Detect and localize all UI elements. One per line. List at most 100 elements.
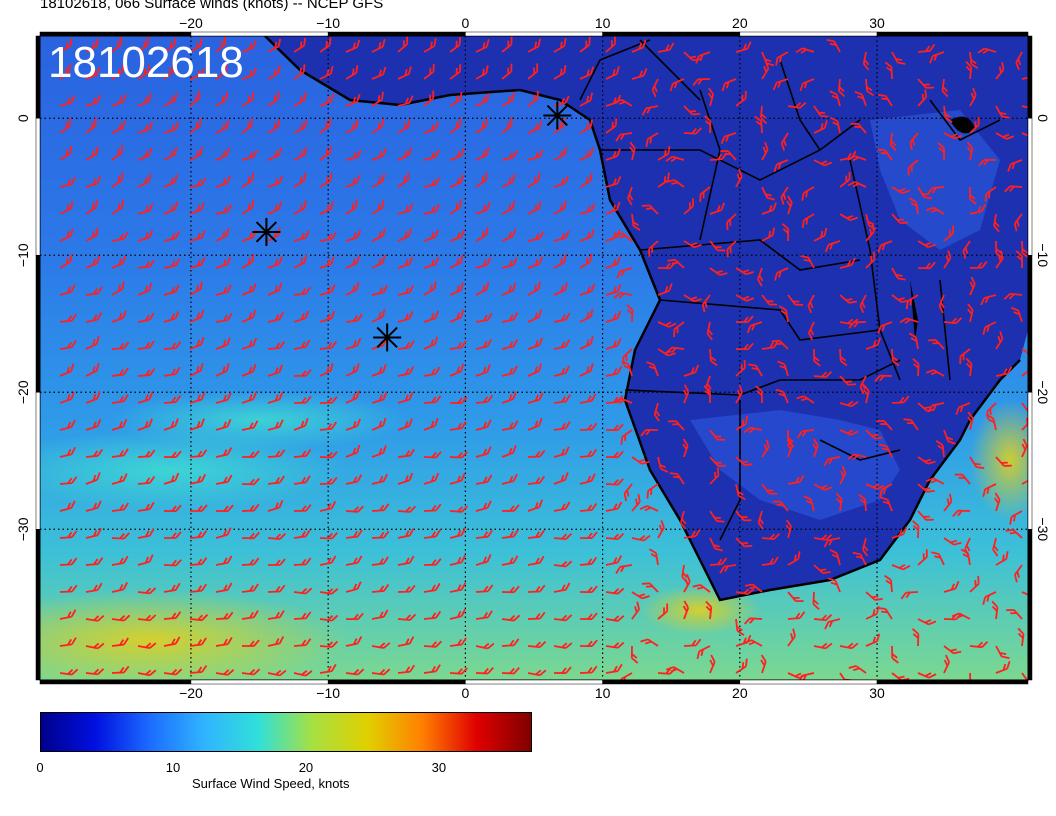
wind-barb xyxy=(839,465,847,485)
wind-barb xyxy=(319,256,335,269)
wind-barb xyxy=(475,39,490,53)
wind-barb xyxy=(371,91,384,107)
wind-barb xyxy=(926,206,945,215)
wind-barb xyxy=(553,642,573,649)
wind-barb xyxy=(163,230,180,242)
wind-barb xyxy=(839,429,859,436)
wind-barb xyxy=(757,267,764,287)
wind-barb xyxy=(735,315,754,323)
wind-barb xyxy=(85,312,103,323)
wind-barb xyxy=(760,105,768,125)
wind-barb xyxy=(839,171,851,188)
wind-barb xyxy=(137,449,156,458)
wind-barb xyxy=(605,641,625,649)
wind-barb xyxy=(865,78,874,97)
wind-barb xyxy=(735,658,748,674)
wind-barb xyxy=(475,446,492,458)
wind-barb xyxy=(85,146,99,161)
wind-barb xyxy=(926,186,945,196)
wind-barb xyxy=(423,529,441,539)
colorbar-tick-label: 20 xyxy=(298,760,314,775)
wind-barb xyxy=(527,149,544,161)
wind-barb xyxy=(787,628,796,647)
wind-barb xyxy=(761,202,777,215)
wind-barb xyxy=(319,340,338,350)
wind-barb xyxy=(719,564,737,574)
wind-barb xyxy=(1006,609,1023,620)
wind-barb xyxy=(215,204,233,215)
wind-barb xyxy=(838,78,846,98)
wind-barb xyxy=(605,450,624,459)
wind-barb xyxy=(889,132,897,152)
wind-barb xyxy=(85,199,98,215)
wind-barb xyxy=(501,117,513,134)
wind-barb xyxy=(449,451,468,459)
wind-barb xyxy=(760,654,767,674)
wind-barb xyxy=(579,147,594,161)
wind-barb xyxy=(111,64,125,80)
wind-barb xyxy=(813,614,833,622)
wind-barb xyxy=(699,186,711,203)
wind-barb xyxy=(917,89,928,107)
wind-barb xyxy=(605,532,625,540)
wind-barb xyxy=(917,78,934,89)
wind-barb xyxy=(829,549,841,566)
wind-barb xyxy=(85,500,102,512)
lon-tick-label: 20 xyxy=(732,15,748,31)
wind-barb xyxy=(423,121,440,134)
wind-barb xyxy=(85,472,101,485)
wind-barb xyxy=(85,38,99,53)
wind-barb xyxy=(475,338,492,350)
wind-barb xyxy=(241,450,260,458)
wind-barb xyxy=(891,526,908,539)
wind-barb xyxy=(215,284,232,296)
frame-segment xyxy=(35,117,41,256)
wind-barb xyxy=(111,145,124,161)
wind-barb xyxy=(423,558,442,566)
plot-area xyxy=(40,36,1028,680)
wind-barb xyxy=(501,667,520,675)
wind-barb xyxy=(813,642,833,650)
wind-barb xyxy=(319,614,339,622)
wind-barb xyxy=(111,665,130,674)
frame-segment xyxy=(1027,254,1033,393)
wind-barb xyxy=(579,36,591,53)
wind-barb xyxy=(1003,292,1023,300)
wind-barb xyxy=(215,119,230,134)
wind-barb xyxy=(761,227,776,242)
wind-barb xyxy=(163,174,178,188)
wind-barb xyxy=(111,555,129,566)
wind-barb xyxy=(345,668,365,676)
wind-barb xyxy=(744,617,763,625)
wind-barb xyxy=(345,93,361,107)
lon-tick-label: −10 xyxy=(316,685,340,700)
wind-barb xyxy=(345,636,363,647)
wind-barb xyxy=(735,385,743,404)
wind-barb xyxy=(653,402,661,422)
wind-barb xyxy=(189,146,204,161)
wind-barb xyxy=(859,294,867,314)
wind-barb xyxy=(241,583,259,593)
wind-barb xyxy=(839,348,848,367)
frame-bars xyxy=(35,31,1033,685)
wind-barb xyxy=(553,312,571,323)
wind-barb xyxy=(397,555,415,566)
wind-barb xyxy=(761,556,779,566)
wind-barb xyxy=(943,105,953,123)
wind-barb xyxy=(579,393,597,404)
wind-barb xyxy=(985,414,997,431)
wind-barb xyxy=(163,92,178,107)
wind-barb xyxy=(579,229,595,242)
wind-barb xyxy=(830,116,841,134)
wind-barb xyxy=(884,574,893,593)
wind-barb xyxy=(501,391,517,404)
wind-barb xyxy=(605,283,622,296)
wind-barb xyxy=(397,36,409,53)
wind-barb xyxy=(735,456,753,467)
star-marker-ascension xyxy=(252,217,281,246)
wind-barb xyxy=(1017,627,1025,647)
wind-barb xyxy=(748,363,763,377)
wind-barb xyxy=(813,370,833,378)
wind-barb xyxy=(137,37,150,53)
wind-barb xyxy=(605,256,621,269)
